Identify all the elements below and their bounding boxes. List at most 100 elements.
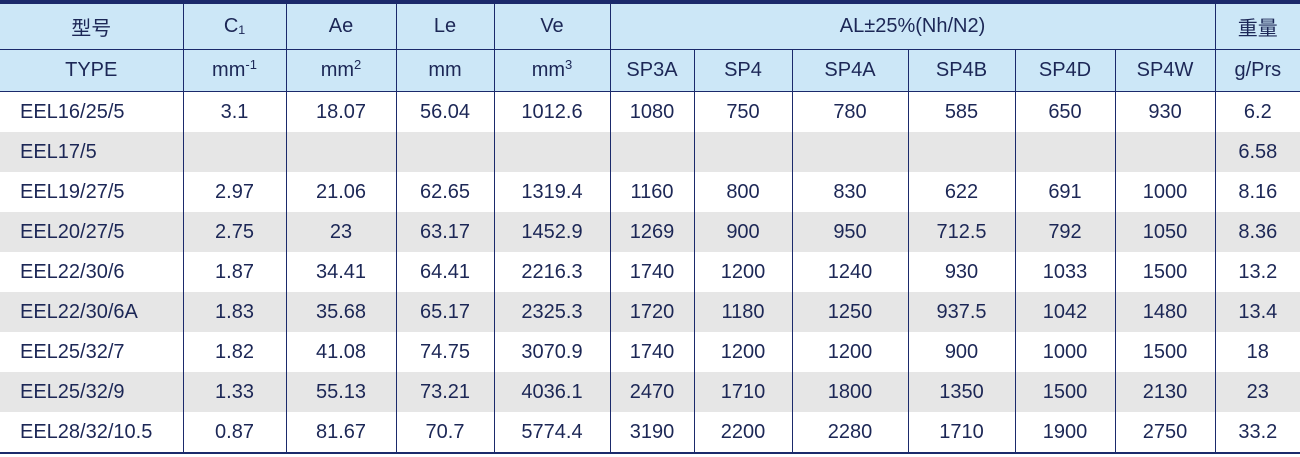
value-cell: 1.87 — [182, 252, 287, 292]
header-row-1: 型号 C₁ Ae Le Ve AL±25%(Nh/N2) 重量 — [0, 2, 1300, 50]
value-cell: 1050 — [1114, 212, 1216, 252]
value-cell: 1033 — [1014, 252, 1116, 292]
value-cell — [395, 132, 495, 172]
value-cell: 750 — [693, 91, 793, 132]
value-cell: 2216.3 — [493, 252, 611, 292]
value-cell: 900 — [907, 332, 1016, 372]
value-cell: 780 — [791, 91, 909, 132]
value-cell: 950 — [791, 212, 909, 252]
value-cell: 650 — [1014, 91, 1116, 132]
value-cell: 622 — [907, 172, 1016, 212]
value-cell — [182, 132, 287, 172]
type-cell: EEL28/32/10.5 — [0, 412, 184, 453]
value-cell: 830 — [791, 172, 909, 212]
value-cell: 1.33 — [182, 372, 287, 412]
value-cell: 1200 — [791, 332, 909, 372]
value-cell: 2.97 — [182, 172, 287, 212]
value-cell: 1500 — [1114, 332, 1216, 372]
al-header: AL±25%(Nh/N2) — [609, 2, 1216, 50]
type-cell: EEL25/32/9 — [0, 372, 184, 412]
value-cell — [907, 132, 1016, 172]
type-cell: EEL19/27/5 — [0, 172, 184, 212]
value-cell: 1500 — [1014, 372, 1116, 412]
material-header: SP3A — [609, 49, 695, 92]
value-cell: 35.68 — [285, 292, 397, 332]
value-cell: 2325.3 — [493, 292, 611, 332]
ae-unit-exp: 2 — [354, 57, 362, 72]
value-cell: 937.5 — [907, 292, 1016, 332]
ve-unit-exp: 3 — [565, 57, 573, 72]
value-cell: 18 — [1214, 332, 1300, 372]
table-row: EEL22/30/6A 1.83 35.68 65.17 2325.3 1720 1180 1… — [0, 292, 1300, 332]
weight-cn-header: 重量 — [1214, 2, 1300, 50]
value-cell: 18.07 — [285, 91, 397, 132]
value-cell: 2.75 — [182, 212, 287, 252]
le-unit: mm — [395, 49, 495, 92]
value-cell: 55.13 — [285, 372, 397, 412]
ae-unit: mm2 — [285, 49, 397, 92]
value-cell: 930 — [907, 252, 1016, 292]
value-cell: 65.17 — [395, 292, 495, 332]
value-cell: 1480 — [1114, 292, 1216, 332]
ve-header: Ve — [493, 2, 611, 50]
value-cell: 1240 — [791, 252, 909, 292]
value-cell: 1200 — [693, 332, 793, 372]
value-cell: 56.04 — [395, 91, 495, 132]
value-cell: 2200 — [693, 412, 793, 453]
value-cell: 3.1 — [182, 91, 287, 132]
table-row: EEL25/32/9 1.33 55.13 73.21 4036.1 2470 1710 18… — [0, 372, 1300, 412]
value-cell: 792 — [1014, 212, 1116, 252]
value-cell: 62.65 — [395, 172, 495, 212]
value-cell: 1740 — [609, 252, 695, 292]
table-row: EEL16/25/5 3.1 18.07 56.04 1012.6 1080 750 780 5… — [0, 91, 1300, 132]
value-cell: 1710 — [693, 372, 793, 412]
material-header: SP4B — [907, 49, 1016, 92]
le-header: Le — [395, 2, 495, 50]
value-cell: 2750 — [1114, 412, 1216, 453]
value-cell: 2470 — [609, 372, 695, 412]
value-cell: 74.75 — [395, 332, 495, 372]
value-cell: 70.7 — [395, 412, 495, 453]
value-cell: 6.2 — [1214, 91, 1300, 132]
weight-unit: g/Prs — [1214, 49, 1300, 92]
value-cell: 1200 — [693, 252, 793, 292]
value-cell: 73.21 — [395, 372, 495, 412]
type-cell: EEL22/30/6A — [0, 292, 184, 332]
value-cell: 900 — [693, 212, 793, 252]
value-cell — [791, 132, 909, 172]
value-cell: 1452.9 — [493, 212, 611, 252]
value-cell: 1000 — [1114, 172, 1216, 212]
ae-unit-base: mm — [320, 59, 355, 81]
value-cell — [285, 132, 397, 172]
value-cell: 1160 — [609, 172, 695, 212]
value-cell: 23 — [285, 212, 397, 252]
value-cell: 13.4 — [1214, 292, 1300, 332]
type-cell: EEL17/5 — [0, 132, 184, 172]
table-row: EEL28/32/10.5 0.87 81.67 70.7 5774.4 3190 2200… — [0, 412, 1300, 453]
value-cell — [493, 132, 611, 172]
value-cell: 1.83 — [182, 292, 287, 332]
type-cell: EEL16/25/5 — [0, 91, 184, 132]
value-cell: 23 — [1214, 372, 1300, 412]
value-cell: 1250 — [791, 292, 909, 332]
value-cell: 4036.1 — [493, 372, 611, 412]
value-cell: 0.87 — [182, 412, 287, 453]
table-row: EEL17/5 6.58 — [0, 132, 1300, 172]
value-cell: 1800 — [791, 372, 909, 412]
value-cell: 1042 — [1014, 292, 1116, 332]
c1-unit-exp: -1 — [245, 57, 257, 72]
value-cell: 1900 — [1014, 412, 1116, 453]
header-row-2: TYPE mm-1 mm2 mm mm3 SP3A SP4 SP4A SP4B … — [0, 49, 1300, 92]
value-cell — [1014, 132, 1116, 172]
value-cell: 2130 — [1114, 372, 1216, 412]
value-cell: 3070.9 — [493, 332, 611, 372]
value-cell: 1080 — [609, 91, 695, 132]
type-cn-header: 型号 — [0, 2, 184, 50]
value-cell — [1114, 132, 1216, 172]
value-cell: 691 — [1014, 172, 1116, 212]
value-cell: 930 — [1114, 91, 1216, 132]
value-cell: 41.08 — [285, 332, 397, 372]
c1-unit: mm-1 — [182, 49, 287, 92]
value-cell: 3190 — [609, 412, 695, 453]
